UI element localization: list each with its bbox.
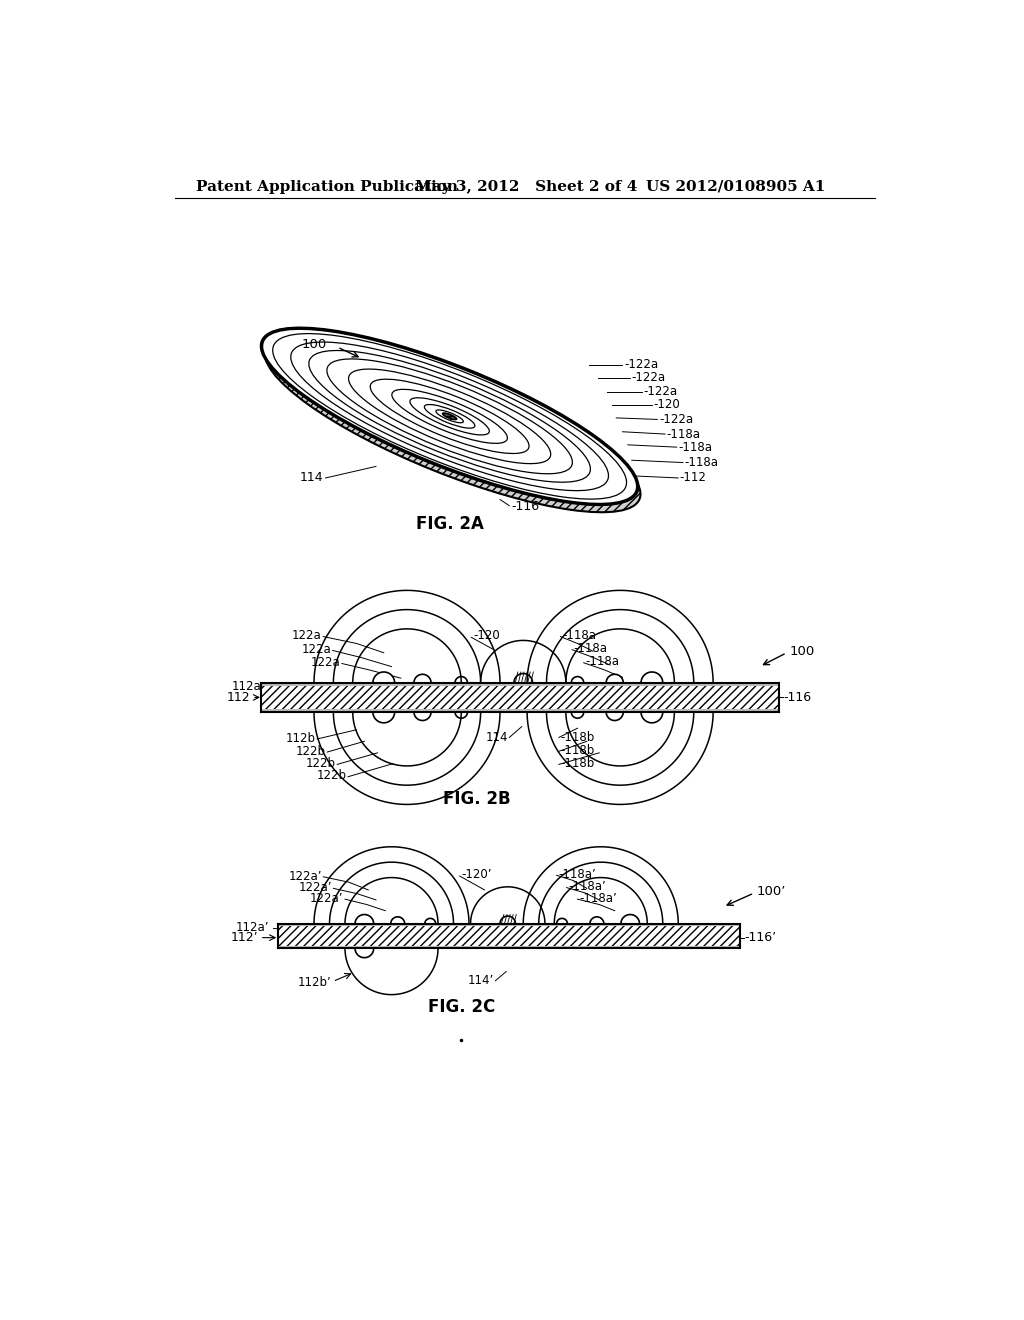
- Text: 122a: 122a: [310, 656, 340, 669]
- Polygon shape: [571, 711, 584, 718]
- Text: FIG. 2A: FIG. 2A: [416, 515, 483, 533]
- Polygon shape: [571, 677, 584, 682]
- Text: -118a: -118a: [573, 643, 607, 656]
- Text: -118a: -118a: [678, 441, 713, 454]
- Polygon shape: [425, 919, 435, 924]
- Text: -122a: -122a: [643, 385, 678, 399]
- Text: 122b: 122b: [306, 758, 336, 770]
- Ellipse shape: [272, 333, 628, 499]
- Polygon shape: [514, 673, 532, 682]
- Bar: [261, 682, 779, 686]
- Polygon shape: [414, 675, 431, 682]
- Text: 122a’: 122a’: [288, 870, 322, 883]
- Text: 122a: 122a: [301, 643, 331, 656]
- Polygon shape: [414, 711, 431, 721]
- Text: 122a: 122a: [292, 630, 322, 643]
- Polygon shape: [606, 675, 624, 682]
- Bar: [278, 924, 740, 927]
- Text: -122a: -122a: [624, 358, 658, 371]
- Bar: [261, 709, 779, 711]
- Text: -118b: -118b: [560, 731, 595, 744]
- Text: -118a’: -118a’: [568, 880, 606, 894]
- Text: -116: -116: [783, 690, 811, 704]
- Polygon shape: [455, 677, 467, 682]
- Text: US 2012/0108905 A1: US 2012/0108905 A1: [646, 180, 825, 194]
- Text: FIG. 2B: FIG. 2B: [443, 791, 511, 808]
- Text: 112b: 112b: [286, 733, 315, 746]
- Text: -122a: -122a: [632, 371, 666, 384]
- Text: May 3, 2012   Sheet 2 of 4: May 3, 2012 Sheet 2 of 4: [415, 180, 637, 194]
- Text: -118a: -118a: [562, 630, 596, 643]
- Text: 112: 112: [227, 690, 251, 704]
- Polygon shape: [455, 711, 467, 718]
- Text: -118a: -118a: [667, 428, 700, 441]
- Text: 100: 100: [302, 338, 328, 351]
- Text: 114’: 114’: [468, 974, 494, 987]
- Polygon shape: [641, 672, 663, 682]
- Text: 114: 114: [300, 471, 324, 484]
- Text: -118b: -118b: [560, 758, 595, 770]
- Bar: [261, 682, 779, 711]
- Polygon shape: [373, 711, 394, 723]
- Text: -112: -112: [680, 471, 707, 484]
- Text: 114: 114: [485, 731, 508, 744]
- Text: -118a’: -118a’: [558, 869, 596, 880]
- Bar: [278, 924, 740, 949]
- Text: 122a’: 122a’: [298, 880, 332, 894]
- Text: Patent Application Publication: Patent Application Publication: [197, 180, 458, 194]
- Text: FIG. 2C: FIG. 2C: [428, 998, 495, 1016]
- Polygon shape: [500, 916, 515, 924]
- Text: 112’: 112’: [230, 931, 258, 944]
- Text: 100: 100: [790, 644, 814, 657]
- Text: -118a: -118a: [586, 656, 620, 668]
- Text: -118a’: -118a’: [579, 892, 616, 906]
- Ellipse shape: [265, 335, 640, 512]
- Text: 122b: 122b: [296, 744, 326, 758]
- Text: 100’: 100’: [757, 884, 785, 898]
- Text: -116’: -116’: [744, 931, 776, 944]
- Text: -120: -120: [473, 630, 500, 643]
- Polygon shape: [606, 711, 624, 721]
- Polygon shape: [621, 915, 640, 924]
- Text: -118b: -118b: [560, 744, 595, 758]
- Polygon shape: [355, 949, 374, 957]
- Ellipse shape: [443, 413, 456, 420]
- Polygon shape: [557, 919, 567, 924]
- Polygon shape: [355, 915, 374, 924]
- Text: -120: -120: [653, 399, 680, 412]
- Text: -120’: -120’: [461, 869, 492, 880]
- Polygon shape: [641, 711, 663, 723]
- Text: 122b: 122b: [316, 770, 346, 783]
- Text: -118a: -118a: [684, 455, 719, 469]
- Bar: [261, 682, 779, 711]
- Text: 122a’: 122a’: [310, 892, 343, 906]
- Text: -116: -116: [512, 500, 540, 513]
- Text: -122a: -122a: [658, 413, 693, 426]
- Text: 112a: 112a: [231, 680, 261, 693]
- Bar: [278, 946, 740, 949]
- Polygon shape: [391, 917, 404, 924]
- Bar: [278, 924, 740, 949]
- Text: 112b’: 112b’: [297, 975, 331, 989]
- Polygon shape: [373, 672, 394, 682]
- Polygon shape: [590, 917, 604, 924]
- Text: 112a’: 112a’: [236, 921, 269, 935]
- Ellipse shape: [262, 329, 637, 504]
